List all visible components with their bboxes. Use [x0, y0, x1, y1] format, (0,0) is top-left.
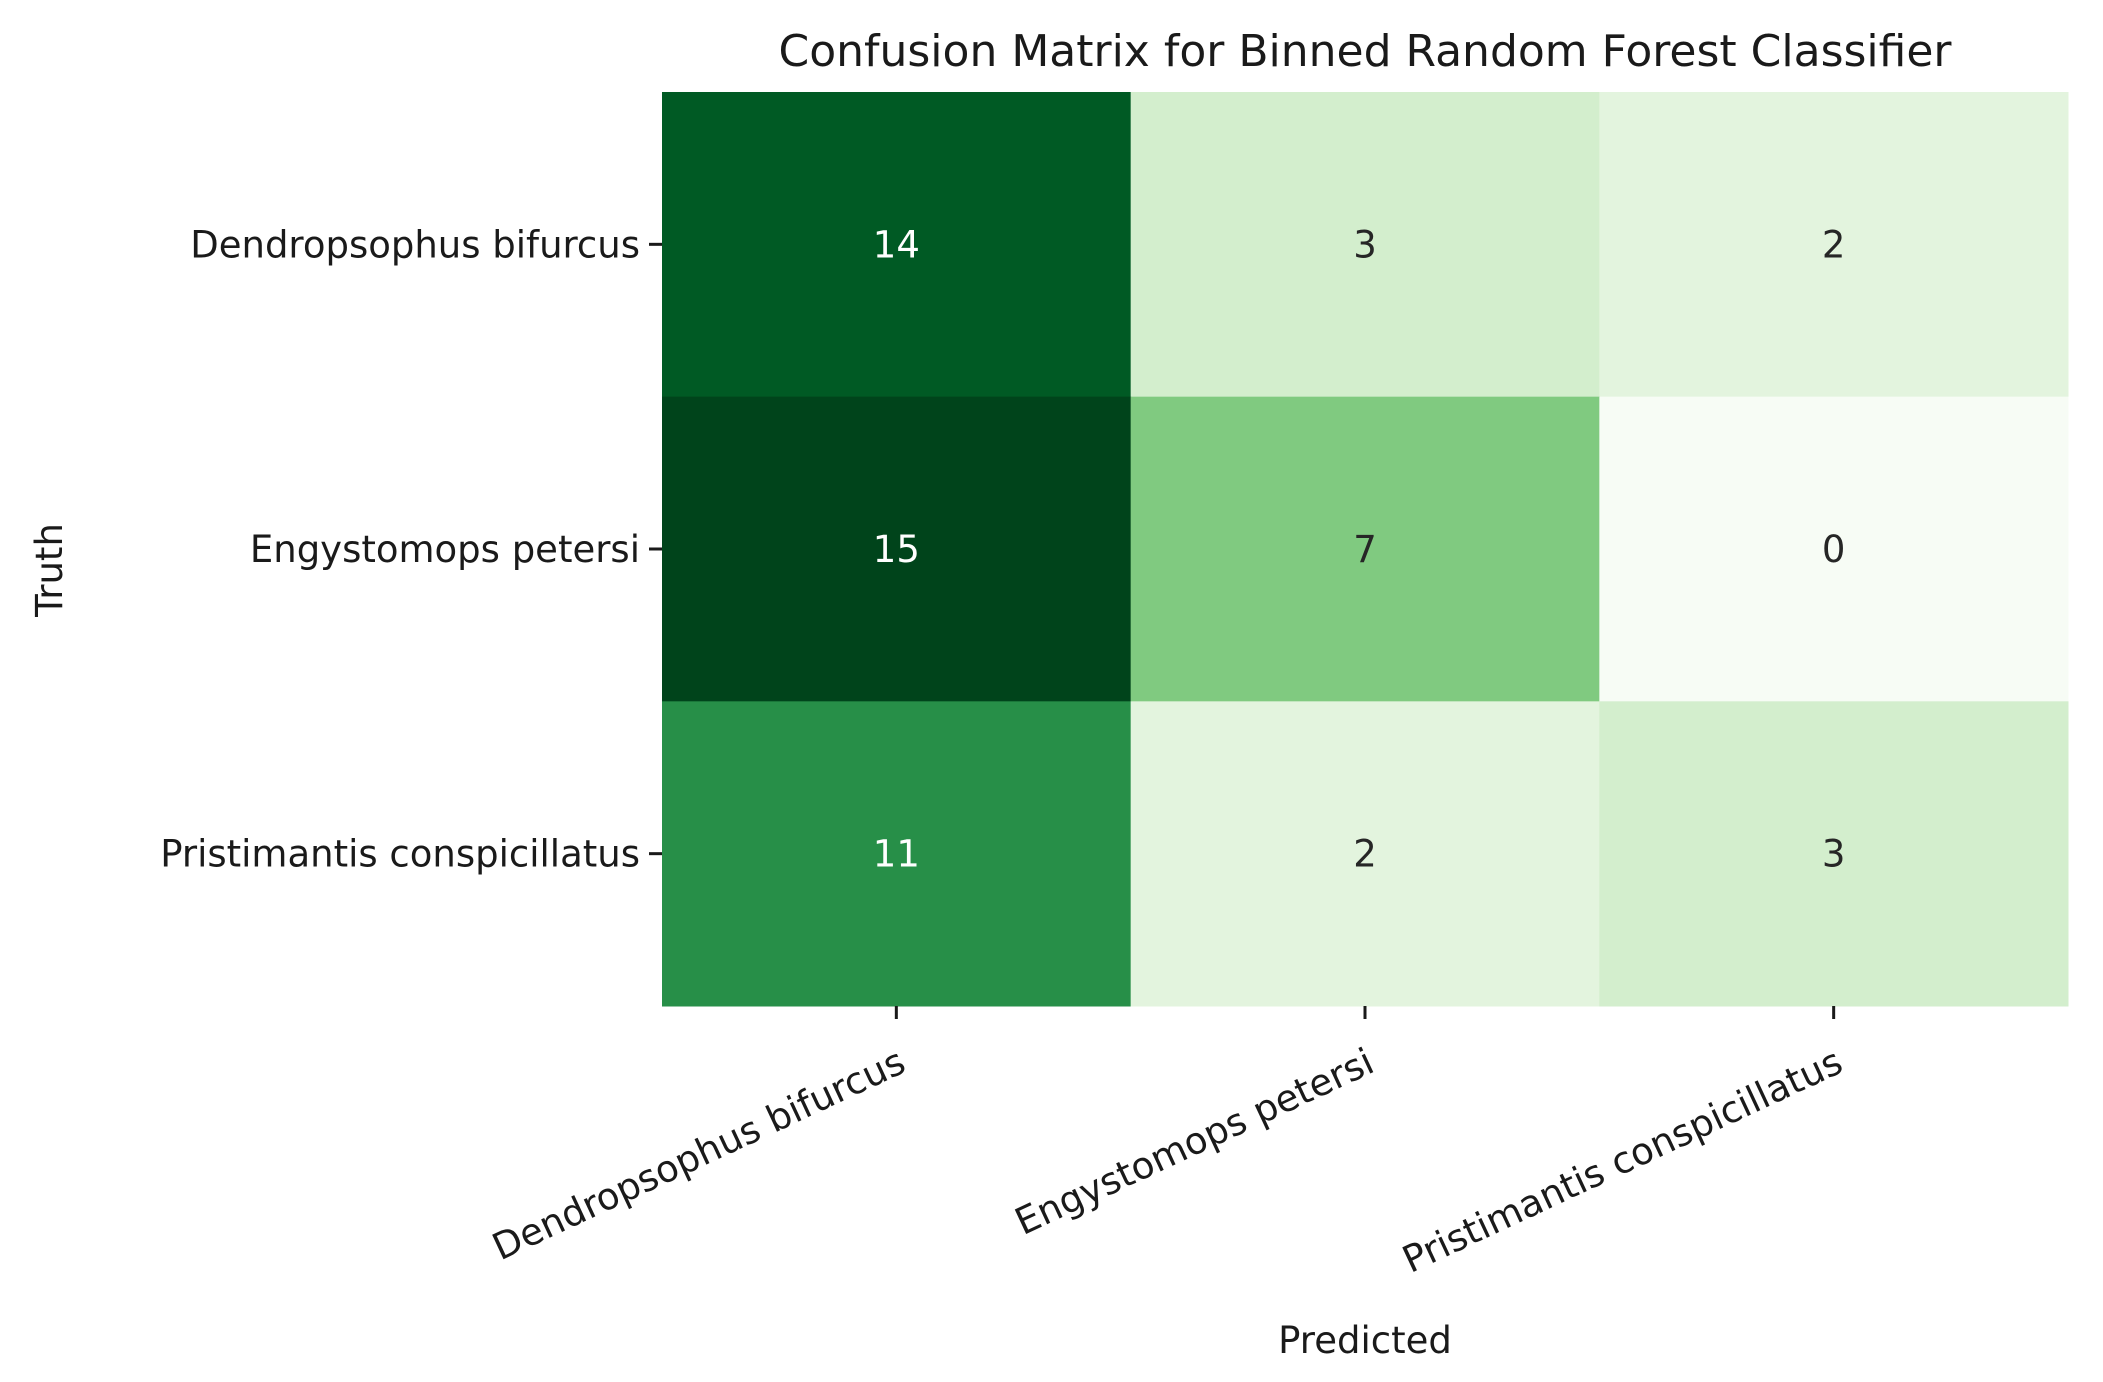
- cell-value-label: 2: [1353, 833, 1377, 876]
- cell-value-label: 14: [873, 223, 920, 266]
- y-tick-label: Dendropsophus bifurcus: [190, 223, 640, 266]
- y-axis-ticks: Dendropsophus bifurcus Engystomops peters…: [160, 223, 662, 876]
- cell-value-label: 7: [1353, 528, 1377, 571]
- heatmap-cell: [1130, 92, 1600, 398]
- cell-value-label: 0: [1822, 528, 1846, 571]
- heatmap-cell: [1599, 396, 2069, 702]
- heatmap-cell: [662, 701, 1132, 1007]
- cell-value-labels: 14 3 2 15 7 0 11 2 3: [873, 223, 1846, 875]
- chart-title: Confusion Matrix for Binned Random Fores…: [778, 26, 1952, 77]
- y-tick-label: Engystomops petersi: [250, 528, 640, 571]
- heatmap-cell: [662, 92, 1132, 398]
- heatmap-cells: [662, 92, 2069, 1007]
- y-tick-label: Pristimantis conspicillatus: [160, 833, 640, 876]
- x-tick-label: Pristimantis conspicillatus: [1396, 1040, 1849, 1282]
- x-tick-label: Engystomops petersi: [1009, 1040, 1381, 1244]
- heatmap-cell: [662, 396, 1132, 702]
- cell-value-label: 3: [1822, 833, 1846, 876]
- heatmap-cell: [1599, 701, 2069, 1007]
- heatmap-cell: [1130, 396, 1600, 702]
- cell-value-label: 2: [1822, 223, 1846, 266]
- cell-value-label: 3: [1353, 223, 1377, 266]
- x-tick-label: Dendropsophus bifurcus: [486, 1040, 912, 1269]
- x-axis-ticks: Dendropsophus bifurcus Engystomops peters…: [486, 1006, 1849, 1282]
- x-axis-label: Predicted: [1278, 1319, 1452, 1362]
- heatmap-cell: [1599, 92, 2069, 398]
- heatmap-cell: [1130, 701, 1600, 1007]
- cell-value-label: 15: [873, 528, 920, 571]
- y-axis-label: Truth: [28, 523, 71, 618]
- cell-value-label: 11: [873, 833, 920, 876]
